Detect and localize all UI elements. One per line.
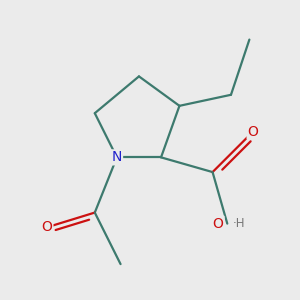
Text: N: N [112, 150, 122, 164]
Text: O: O [213, 217, 224, 231]
Text: O: O [41, 220, 52, 234]
Text: O: O [248, 124, 259, 139]
Text: ·H: ·H [232, 217, 245, 230]
